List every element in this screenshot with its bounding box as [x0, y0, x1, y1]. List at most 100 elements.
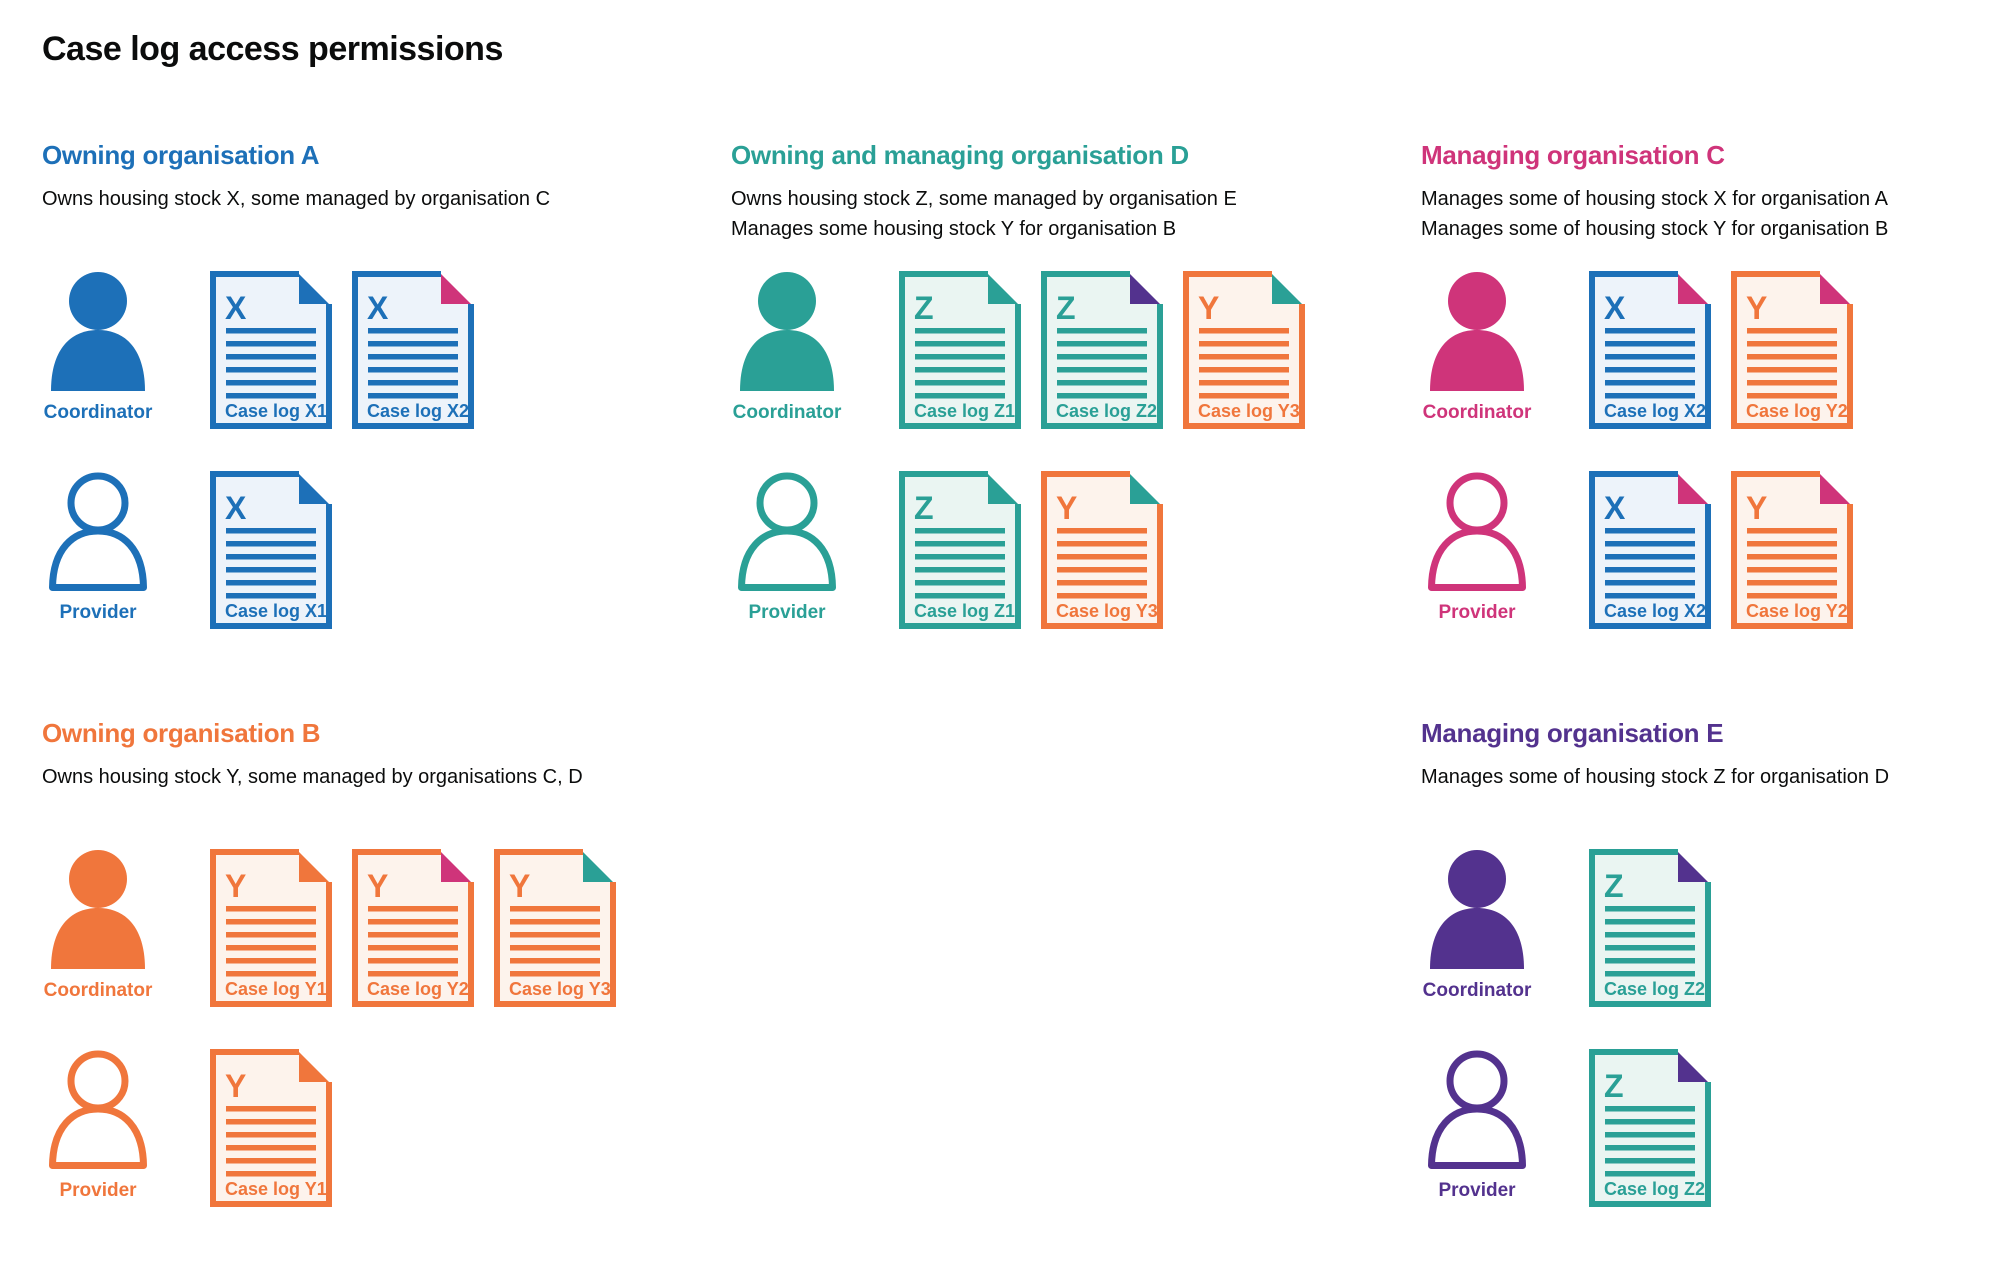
document-letter: X [225, 490, 247, 526]
document-text-line [510, 932, 600, 938]
document-text-line [1605, 958, 1695, 964]
role-row-provider: Provider X Case log X1 [42, 471, 332, 629]
role-label: Provider [1438, 602, 1516, 623]
document-fold-corner-icon [988, 274, 1018, 304]
document-text-line [1605, 1119, 1695, 1125]
person-head [1446, 1050, 1508, 1112]
case-log-document-icon: X Case log X1 [210, 471, 332, 629]
org-description: Owns housing stock Z, some managed by or… [731, 184, 1237, 244]
document-letter: Z [1056, 290, 1076, 326]
document-text-line [368, 906, 458, 912]
role-label: Coordinator [1422, 402, 1532, 423]
document-text-line [1747, 541, 1837, 547]
document-text-line [226, 971, 316, 977]
org-title: Managing organisation E [1421, 718, 1724, 748]
role-label: Coordinator [1422, 980, 1532, 1001]
document-text-line [1605, 380, 1695, 386]
document-text-line [1747, 380, 1837, 386]
document-text-line [368, 380, 458, 386]
document-letter: Z [914, 290, 934, 326]
document-border [1731, 471, 1853, 629]
role-row-coordinator: Coordinator Y Case log Y1 Y Case log Y2 Y Case… [42, 849, 616, 1007]
org-section-D: Owning and managing organisation D Owns h… [731, 140, 1381, 629]
document-page [1044, 274, 1160, 426]
description-line: Owns housing stock Y, some managed by or… [42, 766, 583, 788]
document-border [494, 849, 616, 1007]
provider-icon [49, 472, 147, 591]
document-text-line [510, 945, 600, 951]
coordinator-icon [1430, 272, 1524, 391]
document-page [1592, 1052, 1708, 1204]
role-label: Provider [748, 602, 826, 623]
document-page [213, 1052, 329, 1204]
person-body [1430, 908, 1524, 969]
document-text-line [1747, 367, 1837, 373]
document-text-line [368, 958, 458, 964]
document-letter: Y [509, 868, 530, 904]
document-text-line [226, 593, 316, 599]
person-body [51, 908, 145, 969]
document-list: Y Case log Y1 [210, 1049, 332, 1207]
org-title: Owning organisation A [42, 140, 320, 170]
document-text-line [368, 328, 458, 334]
role-row-coordinator: Coordinator Z Case log Z2 [1421, 849, 1711, 1007]
document-text-line [226, 1119, 316, 1125]
document-text-line [1605, 906, 1695, 912]
case-log-document-icon: X Case log X2 [1589, 271, 1711, 429]
document-letter: Z [1604, 868, 1624, 904]
document-text-line [1057, 354, 1147, 360]
person-head [69, 272, 127, 330]
role-label: Provider [59, 602, 137, 623]
document-text-line [226, 945, 316, 951]
document-fold-corner-icon [1130, 274, 1160, 304]
role-row-coordinator: Coordinator X Case log X1 X Case log X2 [42, 271, 474, 429]
document-text-line [1199, 380, 1289, 386]
document-text-line [1605, 1132, 1695, 1138]
document-text-line [1057, 341, 1147, 347]
document-letter: Z [914, 490, 934, 526]
document-page [213, 274, 329, 426]
document-text-line [1057, 367, 1147, 373]
document-text-line [226, 354, 316, 360]
document-text-line [1605, 1171, 1695, 1177]
case-log-document-icon: Z Case log Z1 [899, 471, 1021, 629]
document-label: Case log X1 [225, 601, 327, 621]
document-list: Z Case log Z2 [1589, 1049, 1711, 1207]
description-line: Owns housing stock Z, some managed by or… [731, 188, 1237, 210]
person-head [67, 1050, 129, 1112]
org-title: Managing organisation C [1421, 140, 1725, 170]
document-text-line [226, 1132, 316, 1138]
document-text-line [1057, 593, 1147, 599]
document-text-line [1605, 341, 1695, 347]
document-text-line [1605, 328, 1695, 334]
document-text-line [1057, 554, 1147, 560]
case-log-document-icon: Z Case log Z2 [1041, 271, 1163, 429]
case-log-document-icon: Z Case log Z2 [1589, 849, 1711, 1007]
case-log-document-icon: Y Case log Y1 [210, 1049, 332, 1207]
document-text-line [226, 1171, 316, 1177]
document-text-line [1605, 367, 1695, 373]
document-text-line [226, 541, 316, 547]
document-fold-corner-icon [1678, 474, 1708, 504]
person-block: Provider [42, 1049, 190, 1202]
document-text-line [1747, 328, 1837, 334]
document-text-line [1605, 919, 1695, 925]
description-line: Owns housing stock X, some managed by or… [42, 188, 551, 210]
person-body [1430, 330, 1524, 391]
document-letter: Y [1746, 290, 1767, 326]
document-border [1041, 271, 1163, 429]
document-text-line [368, 919, 458, 925]
document-text-line [1605, 1158, 1695, 1164]
document-label: Case log Y3 [1198, 401, 1300, 421]
document-page [1592, 852, 1708, 1004]
document-text-line [368, 932, 458, 938]
document-label: Case log Z1 [914, 401, 1015, 421]
description-line: Manages some of housing stock Z for orga… [1421, 766, 1890, 788]
document-text-line [915, 328, 1005, 334]
document-label: Case log Y2 [367, 979, 469, 999]
document-text-line [226, 367, 316, 373]
document-border [1589, 271, 1711, 429]
document-letter: Y [367, 868, 388, 904]
document-border [1731, 271, 1853, 429]
document-page [355, 852, 471, 1004]
